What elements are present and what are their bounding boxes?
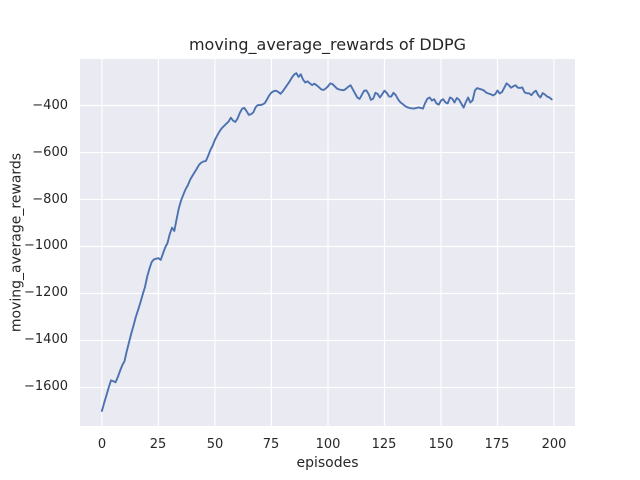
x-tick-label: 50 (206, 437, 224, 452)
x-tick-label: 100 (315, 437, 341, 452)
x-tick-label: 175 (484, 437, 510, 452)
x-tick-label: 0 (97, 437, 107, 452)
x-tick-label: 150 (428, 437, 454, 452)
y-axis-label: moving_average_rewards (8, 152, 25, 333)
x-tick-label: 200 (541, 437, 567, 452)
y-tick-label: −1600 (24, 379, 68, 394)
y-tick-label: −1000 (24, 238, 68, 253)
x-tick-label: 25 (149, 437, 167, 452)
y-tick-label: −600 (32, 145, 68, 160)
y-tick-label: −1200 (24, 285, 68, 300)
chart-title: moving_average_rewards of DDPG (188, 35, 467, 54)
y-tick-label: −400 (32, 98, 68, 113)
y-tick-label: −800 (32, 192, 68, 207)
x-tick-label: 75 (262, 437, 280, 452)
x-tick-label: 125 (371, 437, 397, 452)
x-axis-label: episodes (296, 455, 359, 471)
y-tick-label: −1400 (24, 332, 68, 347)
series-line (100, 72, 553, 412)
